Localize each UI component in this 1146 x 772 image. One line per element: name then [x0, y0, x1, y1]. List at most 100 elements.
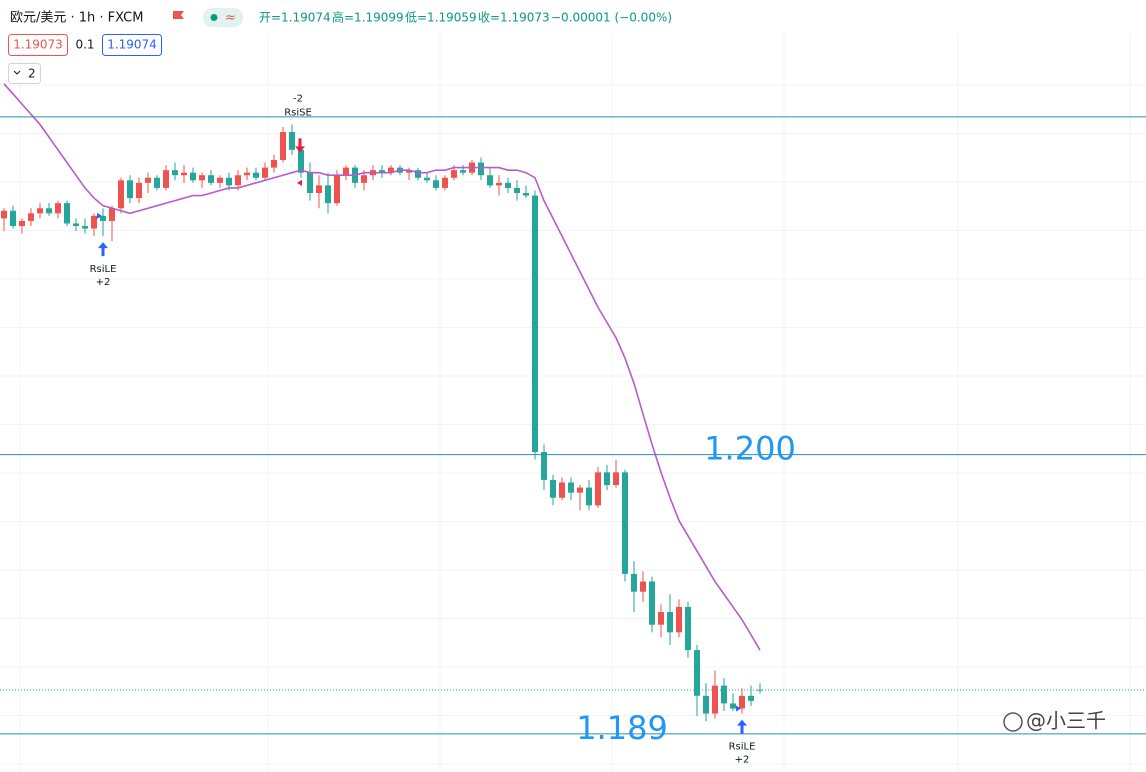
- candle-body: [127, 180, 133, 199]
- status-dot: [210, 14, 218, 21]
- candle-body: [559, 482, 565, 498]
- candle-body: [55, 203, 61, 214]
- candle-body: [136, 182, 142, 199]
- grid: [0, 34, 1146, 772]
- candle-body: [217, 177, 223, 183]
- high: 高=1.19099: [332, 10, 404, 25]
- candle-body: [415, 170, 421, 178]
- indicator-toggle[interactable]: [8, 63, 41, 84]
- candle-body: [388, 167, 394, 173]
- candle-body: [181, 172, 187, 176]
- symbol[interactable]: 欧元/美元 · 1h · FXCM: [10, 11, 143, 26]
- candle-body: [379, 170, 385, 173]
- candle-body: [154, 177, 160, 188]
- spread: 0.1: [75, 38, 94, 52]
- candle-body: [577, 487, 583, 493]
- candle-body: [604, 472, 610, 486]
- candle-body: [28, 213, 34, 221]
- close: 收=1.19073: [478, 11, 550, 25]
- candle-body: [433, 180, 439, 188]
- candle-body: [316, 185, 322, 193]
- candle-body: [532, 195, 538, 453]
- candle-body: [334, 175, 340, 204]
- change: −0.00001 (−0.00%): [551, 11, 672, 25]
- signal-amount: +2: [96, 277, 111, 288]
- candle-body: [37, 208, 43, 214]
- entry-marker: [97, 212, 102, 219]
- candle-body: [244, 172, 250, 176]
- candle-body: [739, 695, 745, 709]
- line-label: 1.200: [704, 430, 796, 468]
- candle-body: [109, 208, 115, 221]
- long-arrow: [737, 719, 747, 734]
- candle-body: [748, 695, 754, 701]
- candle-body: [568, 482, 574, 493]
- candle-body: [199, 175, 205, 181]
- candle-body: [658, 612, 664, 625]
- candle-body: [424, 177, 430, 181]
- candle-body: [145, 177, 151, 183]
- short-arrow: [295, 138, 305, 153]
- candle-body: [262, 167, 268, 178]
- watermark-icon: [1003, 712, 1023, 732]
- candle-body: [343, 167, 349, 176]
- exit-marker: [297, 179, 302, 186]
- candle-body: [100, 215, 106, 221]
- candle-body: [451, 170, 457, 178]
- candle-body: [487, 175, 493, 186]
- candle-body: [91, 215, 97, 229]
- candle-body: [1, 210, 7, 219]
- status-pill[interactable]: [203, 8, 243, 27]
- ask[interactable]: 1.19074: [107, 38, 157, 52]
- candle-body: [622, 472, 628, 574]
- watermark: @小三千: [1026, 709, 1106, 733]
- entry-marker: [736, 705, 741, 712]
- candle-body: [523, 193, 529, 196]
- candle-body: [640, 581, 646, 592]
- candle-body: [685, 606, 691, 651]
- candle-body: [73, 223, 79, 227]
- low: 低=1.19059: [405, 11, 477, 25]
- bid-box[interactable]: [8, 34, 68, 56]
- candle-body: [289, 132, 295, 150]
- candle-body: [595, 472, 601, 506]
- candle-body: [406, 170, 412, 173]
- flag-icon[interactable]: [173, 11, 184, 19]
- signal-name: RsiSE: [284, 107, 312, 118]
- candle-body: [82, 226, 88, 229]
- status-icon: ≈: [225, 11, 236, 26]
- candle-body: [649, 581, 655, 625]
- candle-body: [226, 177, 232, 186]
- indicator-count[interactable]: 2: [28, 67, 36, 81]
- candle-body: [118, 180, 124, 209]
- candle-body: [325, 185, 331, 204]
- candle-body: [64, 203, 70, 224]
- ask-box[interactable]: [102, 34, 162, 56]
- candle-body: [631, 573, 637, 592]
- candle-body: [271, 159, 277, 168]
- candle-body: [712, 685, 718, 714]
- candle-body: [208, 175, 214, 183]
- long-arrow: [98, 242, 108, 257]
- candle-body: [19, 220, 25, 227]
- candle-body: [721, 685, 727, 704]
- candle-body: [586, 487, 592, 506]
- candle-body: [703, 695, 709, 714]
- candle-body: [676, 606, 682, 633]
- candle-body: [694, 650, 700, 696]
- candle-body: [613, 472, 619, 486]
- open: 开=1.19074: [259, 11, 331, 25]
- moving-average: [3, 83, 761, 651]
- candle-body: [505, 182, 511, 188]
- plot: 1.200 1.189 RsiLE +2 -2 RsiSE RsiLE +2: [0, 83, 1146, 766]
- candle-body: [190, 172, 196, 181]
- candle-body: [514, 187, 520, 193]
- signal-name: RsiLE: [90, 264, 117, 275]
- signal-amount: -2: [293, 93, 303, 104]
- bid[interactable]: 1.19073: [13, 38, 63, 52]
- candle-body: [172, 170, 178, 176]
- candle-body: [667, 612, 673, 633]
- candle-body: [442, 177, 448, 188]
